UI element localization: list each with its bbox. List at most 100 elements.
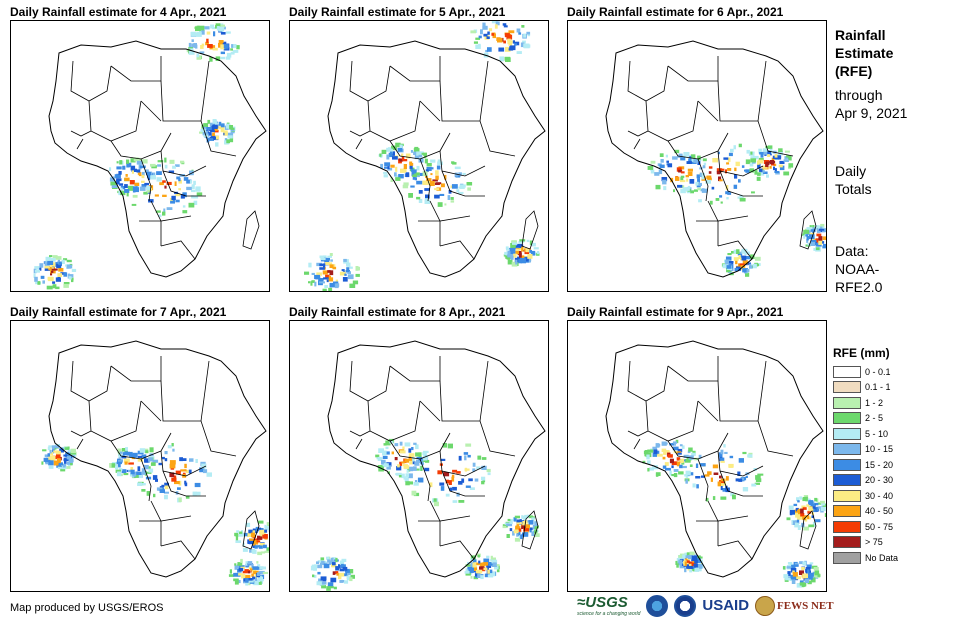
rain-cell (806, 238, 809, 243)
rain-cell (234, 580, 239, 585)
rain-cell (236, 45, 240, 50)
rain-cell (779, 160, 785, 164)
rain-cell (355, 266, 360, 271)
rain-cell (167, 445, 172, 449)
rain-cell (56, 263, 62, 269)
rain-cell (328, 275, 331, 279)
rain-cell (311, 564, 318, 568)
rain-cell (814, 225, 820, 230)
rain-cell (719, 195, 723, 198)
rain-cell (687, 450, 691, 454)
rain-cell (673, 473, 678, 478)
rain-cell (700, 188, 705, 192)
title-line: (RFE) (835, 63, 873, 79)
rain-cell (121, 469, 127, 474)
rain-cell (467, 187, 471, 191)
rain-cell (250, 568, 253, 571)
rain-cell (222, 41, 227, 45)
rain-cell (452, 469, 458, 473)
rain-cell (178, 188, 181, 191)
rain-cell (787, 155, 792, 161)
rain-cell (414, 480, 418, 483)
rain-cell (116, 461, 122, 465)
rain-cell (802, 573, 808, 578)
rain-cell (771, 157, 775, 162)
rain-cell (134, 475, 139, 478)
rain-cell (707, 177, 712, 181)
rain-cell (137, 157, 141, 162)
country-border (349, 430, 371, 437)
rain-cell (783, 574, 789, 579)
rain-cell (693, 159, 699, 163)
rain-cell (503, 40, 506, 44)
rain-cell (39, 263, 44, 268)
rain-cell (769, 160, 774, 165)
rain-cell (379, 153, 382, 157)
rain-cell (215, 142, 219, 147)
rain-cell (245, 578, 250, 583)
rain-cell (142, 470, 146, 475)
rain-cell (676, 461, 681, 467)
rain-cell (323, 259, 330, 262)
rain-cell (234, 565, 238, 570)
rain-cell (226, 123, 231, 129)
rain-cell (439, 193, 445, 196)
rain-cell (42, 449, 47, 452)
rain-cell (169, 159, 175, 164)
rain-cell (450, 200, 455, 203)
rain-cell (769, 165, 772, 169)
rain-cell (699, 172, 702, 177)
rain-cell (704, 474, 710, 477)
rain-cell (729, 455, 734, 459)
rain-cell (67, 463, 71, 468)
rain-cell (144, 471, 147, 476)
rain-cell (784, 150, 790, 153)
rain-cell (147, 176, 151, 181)
rain-cell (474, 478, 479, 482)
rain-cell (735, 478, 739, 482)
rain-cell (313, 567, 317, 571)
rain-cell (680, 180, 686, 183)
rain-cell (737, 252, 742, 256)
rain-cell (127, 185, 134, 191)
rain-cell (454, 172, 458, 177)
rain-cell (169, 197, 173, 201)
rain-cell (802, 516, 807, 521)
rain-cell (116, 471, 122, 477)
legend-item: 50 - 75 (833, 519, 923, 535)
rain-cell (318, 581, 325, 586)
rain-cell (343, 258, 347, 262)
rain-cell (143, 191, 148, 195)
rain-cell (256, 527, 262, 532)
rainfall-cells (304, 21, 540, 291)
rain-cell (504, 33, 510, 37)
rain-cell (392, 151, 395, 156)
rain-cell (383, 443, 387, 446)
rain-cell (138, 473, 143, 479)
rain-cell (526, 239, 530, 243)
rain-cell (170, 199, 175, 204)
rain-cell (796, 519, 800, 524)
rain-cell (483, 33, 488, 37)
rain-cell (527, 254, 533, 259)
rain-cell (144, 448, 149, 451)
rain-cell (692, 483, 696, 488)
rain-cell (349, 569, 354, 574)
rain-cell (262, 544, 267, 549)
rain-cell (328, 262, 333, 266)
rain-cell (750, 156, 754, 159)
rain-cell (127, 470, 132, 473)
rain-cell (158, 462, 163, 466)
rain-cell (505, 57, 511, 62)
rain-cell (254, 572, 258, 578)
rain-cell (433, 498, 437, 503)
rain-cell (807, 569, 810, 575)
rain-cell (694, 189, 698, 192)
rain-cell (698, 182, 702, 186)
rain-cell (671, 474, 676, 477)
rain-cell (119, 451, 123, 454)
rain-cell (71, 268, 77, 272)
rain-cell (514, 43, 517, 46)
rain-cell (796, 583, 802, 588)
